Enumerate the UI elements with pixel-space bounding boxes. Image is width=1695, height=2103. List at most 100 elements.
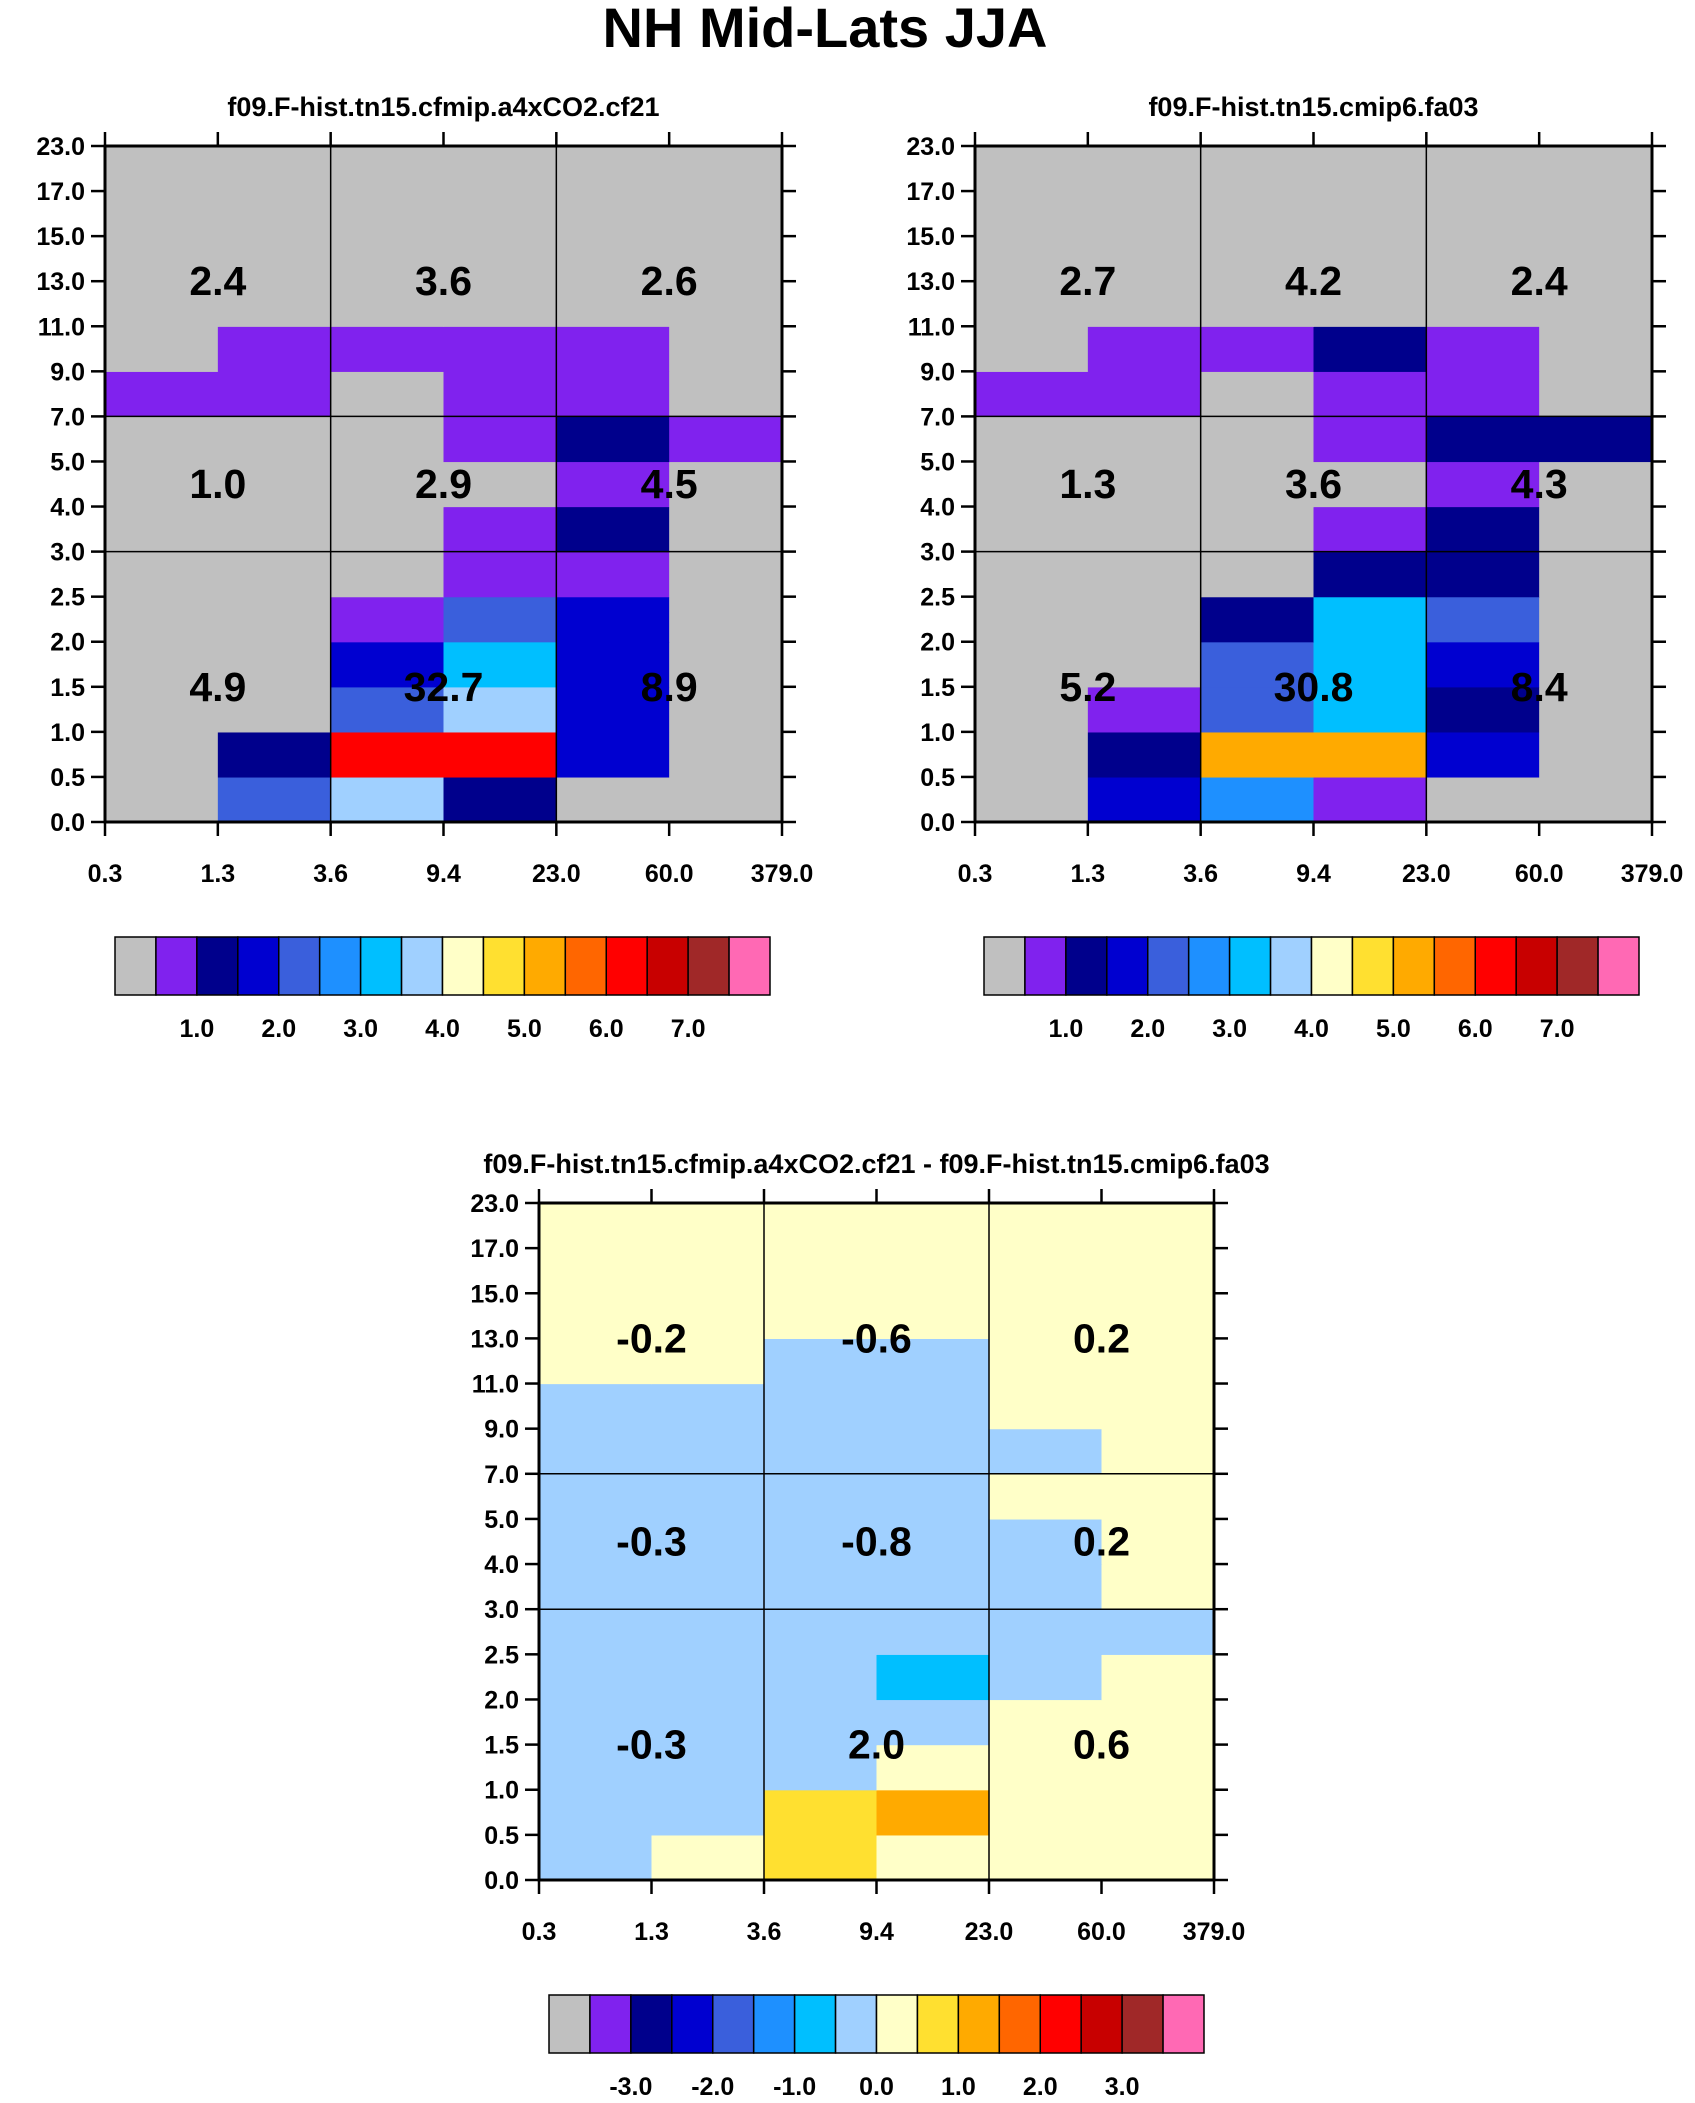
block-value: -0.6: [841, 1315, 912, 1361]
colorbar-swatch: [1433, 936, 1476, 996]
heatmap-cell: [330, 326, 445, 372]
heatmap-cell: [669, 191, 783, 237]
heatmap-cell: [539, 1248, 653, 1294]
heatmap-cell: [217, 776, 332, 823]
heatmap-cell: [989, 1518, 1103, 1565]
heatmap-cell: [764, 1834, 878, 1881]
heatmap-cell: [105, 191, 219, 237]
y-tick-label: 2.0: [484, 1686, 519, 1714]
x-tick-label: 379.0: [751, 860, 814, 888]
block-value: 0.2: [1073, 1315, 1130, 1361]
heatmap-cell: [975, 281, 1089, 327]
heatmap-cell: [330, 416, 445, 463]
heatmap-cell: [1200, 641, 1315, 688]
heatmap-cell: [1313, 371, 1427, 417]
y-tick-label: 5.0: [50, 448, 85, 476]
heatmap-cell: [669, 731, 783, 778]
heatmap-cell: [1101, 1834, 1215, 1881]
colorbar-swatch: [1106, 936, 1149, 996]
heatmap-cell: [217, 686, 332, 733]
heatmap-cell: [217, 416, 332, 463]
heatmap-cell: [669, 281, 783, 327]
heatmap-cell: [975, 236, 1089, 282]
heatmap-cell: [1200, 506, 1315, 553]
heatmap-cell: [669, 686, 783, 733]
y-tick-label: 0.0: [920, 809, 955, 837]
heatmap-cell: [105, 551, 219, 598]
heatmap-cell: [975, 371, 1089, 417]
heatmap-cell: [1087, 551, 1202, 598]
y-tick-label: 17.0: [36, 178, 85, 206]
heatmap-cell: [651, 1473, 765, 1520]
heatmap-cell: [989, 1248, 1103, 1294]
heatmap-cell: [1426, 416, 1540, 463]
block-value: -0.3: [616, 1519, 687, 1565]
heatmap-cell: [1200, 281, 1315, 327]
heatmap-cell: [330, 596, 445, 643]
heatmap-cell: [651, 1699, 765, 1746]
heatmap-cell: [989, 1654, 1103, 1701]
heatmap-cell: [105, 776, 219, 823]
block-value: 8.4: [1511, 664, 1568, 710]
heatmap-cell: [989, 1203, 1103, 1249]
heatmap-cell: [1539, 236, 1653, 282]
heatmap-cell: [539, 1789, 653, 1836]
heatmap-cell: [539, 1383, 653, 1430]
heatmap-cell: [669, 596, 783, 643]
heatmap-cell: [764, 1609, 878, 1655]
heatmap-cell: [539, 1564, 653, 1610]
heatmap-cell: [876, 1248, 990, 1294]
heatmap-cell: [1426, 191, 1540, 237]
panel-1: f09.F-hist.tn15.cfmip.a4xCO2.cf21 0.0 0.5 1…: [36, 92, 813, 1043]
colorbar-swatch: [564, 936, 607, 996]
heatmap-cell: [1101, 1338, 1215, 1385]
heatmap-cell: [876, 1789, 990, 1836]
heatmap-cell: [1101, 1383, 1215, 1430]
heatmap-cell: [669, 551, 783, 598]
heatmap-cell: [1313, 146, 1427, 192]
heatmap-cell: [443, 326, 557, 372]
colorbar-label: 3.0: [1105, 2073, 1140, 2101]
heatmap-cell: [1101, 1744, 1215, 1791]
heatmap-cell: [217, 191, 332, 237]
heatmap-cell: [764, 1564, 878, 1610]
colorbar-swatch: [998, 1994, 1041, 2054]
heatmap-cell: [1101, 1564, 1215, 1610]
heatmap-cell: [330, 281, 445, 327]
heatmap-cell: [1200, 596, 1315, 643]
heatmap-cell: [1313, 461, 1427, 508]
x-tick-label: 379.0: [1183, 1918, 1246, 1946]
y-tick-label: 0.0: [484, 1867, 519, 1895]
heatmap-cell: [556, 551, 670, 598]
block-value: 2.0: [848, 1722, 905, 1768]
heatmap-cell: [669, 641, 783, 688]
x-tick-label: 379.0: [1621, 860, 1684, 888]
x-tick-label: 23.0: [1402, 860, 1451, 888]
heatmap-cell: [556, 461, 670, 508]
heatmap-cell: [876, 1654, 990, 1701]
block-value: 2.9: [415, 461, 472, 507]
colorbar-swatch: [589, 1994, 632, 2054]
heatmap-cell: [1539, 686, 1653, 733]
heatmap-cell: [1087, 686, 1202, 733]
colorbar-swatch: [1065, 936, 1108, 996]
block-value: 2.7: [1059, 258, 1116, 304]
heatmap-cell: [1087, 596, 1202, 643]
heatmap-cell: [669, 326, 783, 372]
y-tick-label: 9.0: [920, 358, 955, 386]
heatmap-cell: [669, 461, 783, 508]
heatmap-cell: [975, 506, 1089, 553]
y-tick-label: 7.0: [920, 403, 955, 431]
heatmap-cell: [975, 731, 1089, 778]
heatmap-cell: [669, 776, 783, 823]
heatmap-cell: [217, 236, 332, 282]
y-tick-label: 2.0: [920, 629, 955, 657]
heatmap-cell: [989, 1338, 1103, 1385]
colorbar-label: 5.0: [1376, 1015, 1411, 1043]
heatmap-cell: [217, 551, 332, 598]
block-value: 3.6: [415, 258, 472, 304]
block-value: 8.9: [641, 664, 698, 710]
heatmap-cell: [105, 371, 219, 417]
heatmap-cell: [539, 1518, 653, 1565]
y-tick-label: 15.0: [470, 1280, 519, 1308]
